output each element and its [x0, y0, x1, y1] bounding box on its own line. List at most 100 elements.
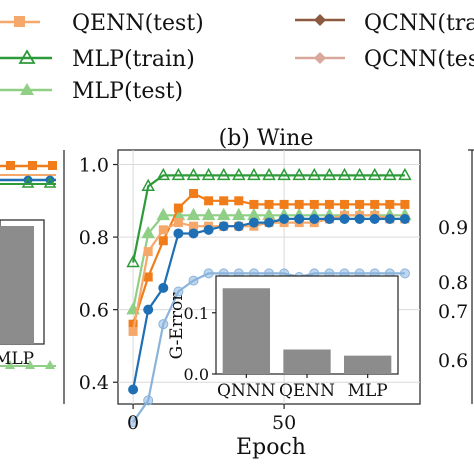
inset-x-ticks: QNNN QENN MLP [217, 374, 388, 401]
legend-label: MLP(train) [72, 47, 195, 72]
data-point-triangle [141, 178, 155, 192]
y-tick-label: 0.8 [79, 227, 109, 249]
data-point-triangle [232, 167, 246, 181]
data-point-triangle [337, 167, 352, 181]
data-point-circle [158, 319, 169, 330]
data-point-circle [143, 304, 154, 315]
data-point-square [279, 199, 289, 209]
data-point-triangle [398, 167, 412, 181]
data-point-triangle [216, 207, 231, 221]
right-tick-label: 0.9 [438, 217, 468, 239]
data-point-triangle [186, 207, 201, 221]
inset-y-ticks: 0.0 0.1 [184, 304, 216, 384]
inset-y-label: G-Error [167, 292, 187, 360]
left-inset-bar [0, 226, 34, 344]
inset-bar-mlp [344, 355, 392, 374]
data-point-circle [203, 268, 214, 279]
inset-bars [222, 288, 392, 374]
series-line-mlp_train [132, 174, 405, 263]
data-point-circle [203, 224, 214, 235]
left-marker [45, 360, 55, 369]
data-point-triangle [156, 167, 171, 181]
data-point-circle [294, 213, 305, 224]
x-ticks: 0 50 [127, 404, 296, 434]
legend-marker-triangle [18, 49, 36, 64]
data-point-circle [173, 228, 184, 239]
y-tick-label: 1.0 [79, 155, 109, 177]
left-marker [5, 360, 15, 369]
inset-x-tick-label: QNNN [217, 381, 276, 401]
data-point-square [189, 189, 198, 199]
data-point-circle [384, 213, 395, 224]
data-point-circle [188, 228, 199, 239]
x-axis-label: Epoch [236, 435, 306, 460]
data-point-square [294, 199, 304, 209]
data-point-triangle [232, 207, 246, 221]
data-point-triangle [156, 207, 171, 221]
data-point-circle [173, 286, 184, 297]
data-point-circle [218, 221, 229, 232]
data-point-triangle [141, 225, 155, 239]
legend-item-qenn-test: QENN(test) [0, 11, 204, 36]
data-point-square [158, 225, 168, 235]
data-point-square [128, 326, 138, 336]
data-point-circle [143, 395, 154, 406]
data-point-square [173, 203, 183, 213]
data-point-square [189, 221, 198, 231]
data-point-square [158, 236, 168, 246]
legend-item-qcnn-test: QCNN(test) [295, 47, 474, 72]
data-point-circle [354, 213, 365, 224]
x-tick-label: 0 [127, 412, 139, 434]
inset-bar-qenn [283, 349, 331, 374]
right-tick-label: 0.7 [438, 301, 468, 323]
data-point-triangle [367, 167, 382, 181]
data-point-square [173, 218, 183, 228]
legend-marker-square [14, 16, 25, 27]
data-point-triangle [262, 167, 276, 181]
data-point-triangle [247, 167, 261, 181]
plot-frame [117, 149, 421, 405]
legend-label: QCNN(train [364, 11, 474, 36]
left-marker [43, 176, 57, 188]
data-point-circle [324, 213, 335, 224]
data-point-square [143, 272, 153, 282]
left-marker [28, 161, 37, 170]
left-marker [21, 176, 35, 188]
legend-label: QCNN(test) [364, 47, 474, 72]
left-marker [6, 161, 15, 170]
data-point-square [340, 199, 349, 209]
legend-item-qcnn-train: QCNN(train [295, 11, 474, 36]
inset-bar-chart: 0.0 0.1 QNNN QENN MLP G-Error [167, 275, 399, 401]
data-point-triangle [186, 167, 201, 181]
legend-marker-triangle [20, 83, 34, 95]
data-point-triangle [126, 254, 140, 268]
inset-bar-qnnn [222, 288, 270, 374]
inset-x-tick-label: MLP [348, 381, 388, 401]
data-point-triangle [352, 167, 367, 181]
legend: QENN(test) MLP(train) MLP(test) QCNN(tra… [0, 11, 474, 104]
data-point-circle [248, 217, 259, 228]
data-point-triangle [322, 167, 337, 181]
y-tick-label: 0.4 [79, 372, 109, 394]
data-point-triangle [292, 167, 306, 181]
data-point-circle [264, 217, 274, 228]
left-inset-label: MLP [0, 349, 34, 369]
left-marker [25, 360, 35, 369]
data-point-square [400, 199, 410, 209]
right-partial-panel: 0.9 0.8 0.7 0.6 [438, 149, 474, 404]
data-point-triangle [277, 167, 291, 181]
inset-x-tick-label: QENN [279, 381, 335, 401]
legend-label: MLP(test) [72, 79, 183, 104]
legend-item-mlp-test: MLP(test) [0, 79, 183, 104]
data-point-triangle [201, 167, 216, 181]
data-point-square [324, 199, 334, 209]
data-point-circle [279, 213, 290, 224]
data-point-square [264, 199, 274, 209]
data-point-square [370, 199, 380, 209]
data-point-circle [339, 213, 350, 224]
x-tick-label: 50 [272, 412, 296, 434]
data-point-circle [233, 221, 244, 232]
data-point-square [219, 196, 229, 206]
legend-label: QENN(test) [72, 11, 204, 36]
data-point-circle [399, 213, 410, 224]
